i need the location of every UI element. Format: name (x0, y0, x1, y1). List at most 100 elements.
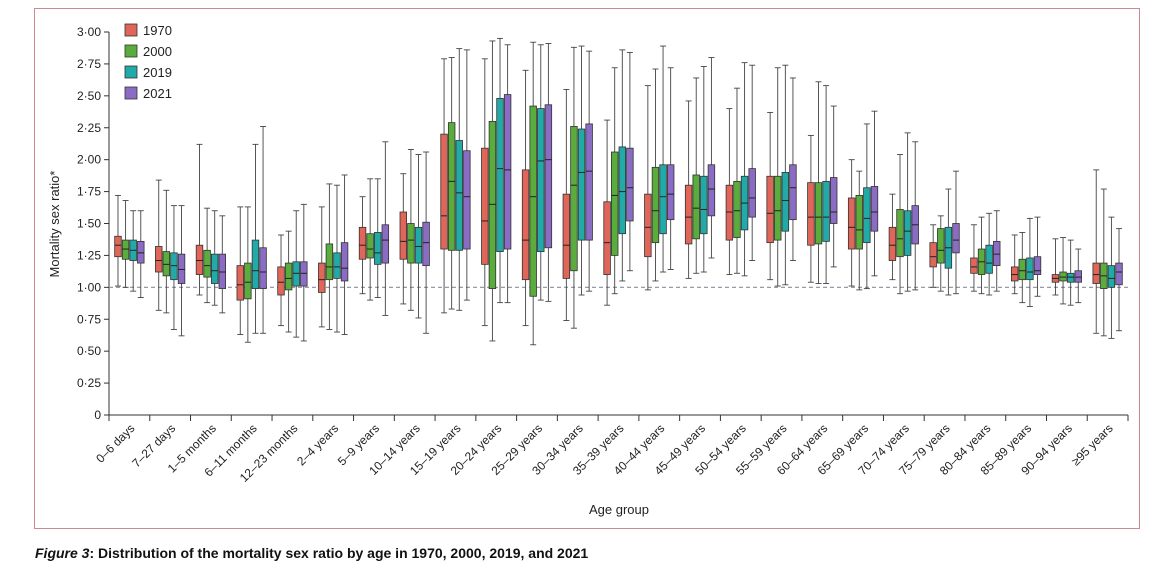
box-2021 (422, 221, 430, 267)
box-2021 (503, 94, 512, 250)
x-tick-label: ≥95 years (1069, 421, 1116, 468)
box-2019 (374, 232, 382, 265)
box-1970 (236, 265, 244, 301)
box-1970 (1092, 262, 1100, 284)
box-2021 (626, 147, 634, 222)
box-2019 (618, 146, 626, 235)
box-2019 (781, 172, 790, 232)
figure-caption-text: : Distribution of the mortality sex rati… (89, 545, 589, 561)
y-axis-title: Mortality sex ratio* (47, 171, 62, 278)
box-2019 (903, 210, 912, 256)
box-2019 (496, 97, 504, 252)
y-tick-label: 2·50 (77, 89, 101, 103)
box-2021 (218, 253, 226, 290)
y-tick-label: 2·75 (77, 57, 101, 71)
box-1970 (481, 147, 489, 265)
box-2021 (952, 223, 960, 254)
y-tick-label: 0 (94, 408, 101, 422)
y-tick-label: 0·50 (77, 344, 101, 358)
box-2019 (210, 253, 219, 284)
box-2000 (855, 195, 863, 250)
box-2021 (870, 186, 879, 232)
box-2000 (1059, 271, 1067, 282)
box-2019 (1107, 265, 1116, 288)
legend-label-2000: 2000 (143, 44, 172, 59)
box-2000 (162, 251, 171, 277)
box-2000 (447, 122, 456, 251)
box-2000 (366, 233, 374, 259)
box-1970 (929, 242, 937, 268)
legend-label-1970: 1970 (143, 23, 172, 38)
box-1970 (807, 182, 815, 246)
box-1970 (562, 193, 571, 279)
box-1970 (603, 201, 611, 275)
box-2021 (830, 177, 838, 224)
legend-swatch-2019 (124, 65, 138, 79)
box-2000 (529, 105, 537, 297)
boxes-group (114, 37, 1123, 346)
box-2000 (692, 174, 700, 240)
box-1970 (970, 257, 978, 274)
y-tick-label: 2·25 (77, 121, 101, 135)
box-2021 (1115, 262, 1123, 286)
box-2019 (577, 128, 586, 241)
figure-panel (34, 8, 1140, 529)
box-1970 (521, 169, 530, 281)
box-2019 (700, 175, 708, 235)
box-2019 (863, 187, 871, 244)
x-axis-title: Age group (589, 502, 649, 517)
box-2019 (455, 140, 463, 251)
box-2000 (937, 228, 945, 264)
box-2019 (251, 239, 260, 290)
legend-label-2021: 2021 (143, 86, 172, 101)
figure-caption: Figure 3: Distribution of the mortality … (35, 545, 588, 561)
boxplot-chart: 0 0·25 0·50 0·75 1·00 1·25 1·50 1·75 2·00 2·25 2·5… (47, 23, 1129, 517)
box-2021 (1033, 256, 1042, 275)
box-2021 (259, 247, 267, 290)
y-tick-label: 0·75 (77, 312, 101, 326)
box-1970 (644, 193, 652, 258)
box-1970 (1011, 266, 1019, 282)
y-tick-label: 1·00 (77, 280, 101, 294)
box-2000 (896, 209, 904, 258)
box-2000 (651, 166, 660, 244)
box-2019 (1066, 272, 1075, 283)
box-1970 (318, 262, 326, 293)
box-2000 (284, 262, 293, 291)
y-tick-label: 1·25 (77, 248, 101, 262)
box-1970 (888, 226, 897, 261)
legend-swatch-2021 (124, 86, 138, 100)
box-1970 (399, 211, 407, 260)
box-1970 (277, 266, 285, 296)
box-1970 (766, 175, 774, 244)
box-2019 (292, 261, 300, 287)
legend-swatch-1970 (124, 23, 138, 37)
box-1970 (847, 197, 856, 250)
y-tick-label: 2·00 (77, 153, 101, 167)
box-2000 (244, 262, 252, 300)
box-2021 (381, 224, 390, 264)
box-2019 (659, 164, 667, 235)
y-axis: 0 0·25 0·50 0·75 1·00 1·25 1·50 1·75 2·00 2·25 2·5… (77, 25, 110, 422)
y-tick-label: 1·50 (77, 217, 101, 231)
box-2000 (570, 126, 578, 272)
box-2019 (333, 252, 341, 279)
box-2019 (985, 244, 993, 274)
box-2000 (488, 120, 497, 290)
box-2021 (137, 240, 145, 264)
box-2000 (814, 182, 823, 245)
box-2000 (1018, 258, 1026, 281)
box-2021 (666, 164, 675, 221)
box-2000 (325, 243, 334, 281)
box-1970 (358, 226, 367, 260)
box-2019 (414, 226, 423, 264)
legend: 1970 2000 2019 2021 (124, 23, 172, 101)
box-1970 (684, 184, 693, 245)
box-1970 (155, 246, 163, 273)
box-1970 (725, 184, 734, 241)
box-2021 (585, 123, 593, 241)
legend-label-2019: 2019 (143, 65, 172, 80)
box-2019 (822, 180, 830, 242)
box-2000 (733, 180, 741, 238)
